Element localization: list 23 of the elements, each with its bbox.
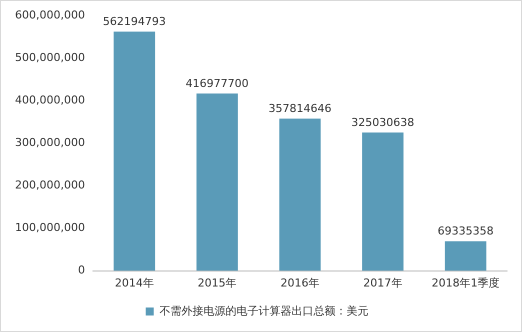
bar (114, 32, 156, 271)
data-label: 69335358 (438, 224, 494, 238)
y-tick-label: 600,000,000 (14, 8, 85, 22)
x-tick-label: 2015年 (198, 276, 237, 290)
x-tick-label: 2017年 (363, 276, 402, 290)
bar (196, 93, 238, 271)
bar (444, 241, 486, 271)
bar (279, 118, 321, 271)
x-tick-label: 2018年1季度 (432, 276, 500, 290)
y-tick-label: 500,000,000 (14, 50, 85, 64)
y-tick-label: 400,000,000 (14, 94, 85, 107)
x-tick-label: 2014年 (114, 276, 154, 290)
y-tick-label: 100,000,000 (14, 221, 85, 234)
data-label: 416977700 (186, 76, 249, 90)
data-label: 357814646 (268, 102, 332, 115)
data-label: 325030638 (351, 116, 414, 129)
y-tick-label: 200,000,000 (14, 178, 85, 192)
y-tick-label: 0 (78, 264, 85, 277)
legend-label: 不需外接电源的电子计算器出口总额：美元 (159, 304, 368, 318)
bar (362, 132, 404, 271)
y-tick-label: 300,000,000 (14, 136, 85, 150)
x-tick-label: 2016年 (280, 276, 320, 290)
data-label: 562194793 (102, 15, 166, 28)
